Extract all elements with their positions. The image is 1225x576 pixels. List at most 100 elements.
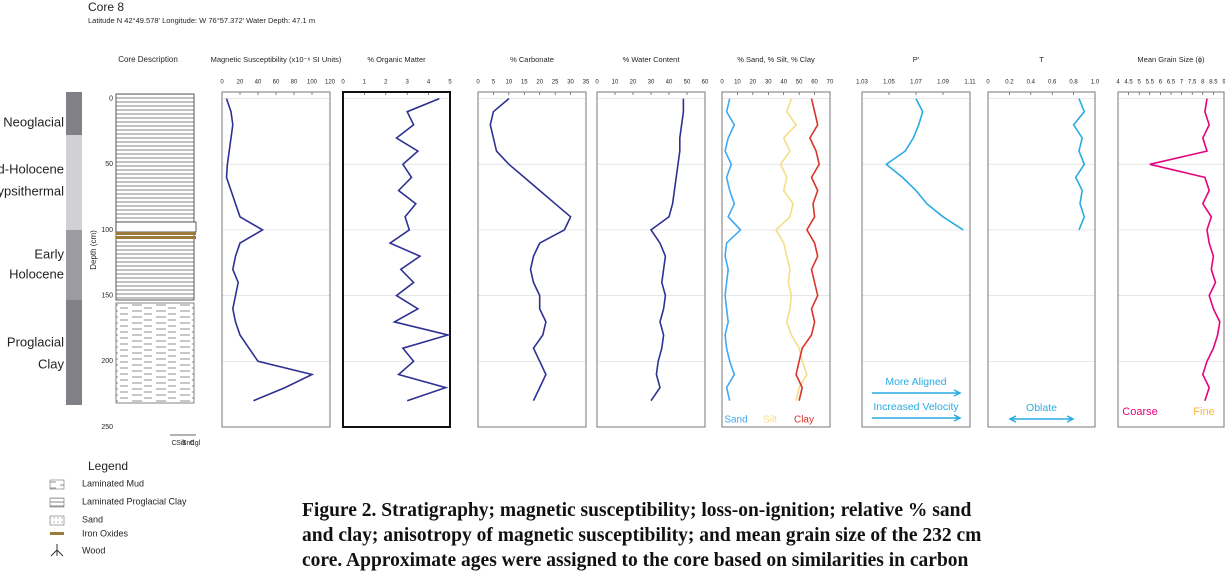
x-tick-label: 6 (1159, 80, 1163, 86)
grain-scale-label: Cgl (190, 440, 201, 447)
x-tick-label: 80 (291, 80, 298, 86)
series-line (649, 98, 685, 402)
legend-icon (50, 544, 64, 557)
zone-label: Clay (38, 356, 65, 371)
panel-frame (596, 91, 706, 428)
panel-title: % Organic Matter (367, 55, 426, 64)
caption-line: Figure 2. Stratigraphy; magnetic suscept… (302, 500, 972, 521)
x-tick-label: 40 (780, 80, 787, 86)
panel-frame (477, 91, 587, 428)
arrow (872, 389, 962, 397)
legend-icon (50, 532, 64, 535)
x-tick-label: 5 (448, 80, 452, 86)
legend-icon (49, 479, 65, 490)
legend-label: Laminated Proglacial Clay (82, 496, 187, 506)
series-label: Clay (794, 415, 814, 426)
core-iron (116, 236, 196, 239)
x-tick-label: 1.07 (910, 80, 922, 86)
panel-title: Mean Grain Size (ϕ) (1137, 55, 1205, 64)
x-tick-label: 8 (1201, 80, 1205, 86)
x-tick-label: 5.5 (1146, 80, 1155, 86)
y-tick-label: 100 (101, 227, 113, 234)
x-tick-label: 0.4 (1027, 80, 1036, 86)
x-tick-label: 0.2 (1005, 80, 1014, 86)
x-tick-label: 10 (506, 80, 513, 86)
series-line (225, 98, 315, 402)
x-tick-label: 20 (630, 80, 637, 86)
zone-label: Mid-Holocene (0, 161, 64, 176)
grain-scale-label: Silt (176, 440, 186, 447)
panel-title: Core Description (118, 55, 178, 64)
x-tick-label: 6.5 (1167, 80, 1176, 86)
x-tick-label: 35 (583, 80, 590, 86)
x-tick-label: 7.5 (1188, 80, 1197, 86)
grain-scale-label: C (171, 440, 176, 447)
x-tick-label: 0.6 (1048, 80, 1057, 86)
core-iron (116, 232, 196, 235)
x-tick-label: 0.8 (1069, 80, 1078, 86)
x-tick-label: 5 (1138, 80, 1142, 86)
core-clay (115, 93, 195, 301)
zone-bar (66, 92, 82, 135)
panel-frame (721, 91, 831, 428)
panel-title: % Water Content (623, 55, 681, 64)
core-title: Core 8 (88, 0, 124, 14)
series-line (1149, 98, 1221, 401)
core-mud (115, 302, 195, 404)
x-tick-label: 7 (1180, 80, 1184, 86)
zone-bar (66, 230, 82, 300)
x-tick-label: 20 (237, 80, 244, 86)
x-tick-label: 25 (552, 80, 559, 86)
panel-frame (987, 91, 1096, 428)
series-line (1072, 98, 1086, 231)
panel-frame (1117, 91, 1225, 428)
series-label: Silt (763, 415, 777, 426)
x-tick-label: 0 (220, 80, 224, 86)
legend-title: Legend (88, 459, 128, 473)
zone-bar (66, 135, 82, 230)
panel-title: % Sand, % Silt, % Clay (737, 55, 815, 64)
x-tick-label: 5 (492, 80, 496, 86)
x-tick-label: 8.5 (1209, 80, 1218, 86)
zone-label: Early (34, 246, 64, 261)
caption-line: core. Approximate ages were assigned to … (302, 550, 969, 571)
x-tick-label: 0 (476, 80, 480, 86)
caption-line: and clay; anisotropy of magnetic suscept… (302, 525, 982, 546)
x-tick-label: 1.11 (964, 80, 976, 86)
panel-title: P' (913, 55, 920, 64)
x-tick-label: 0 (720, 80, 724, 86)
x-tick-label: 1 (363, 80, 367, 86)
zone-label: Hypsithermal (0, 183, 64, 198)
x-tick-label: 30 (765, 80, 772, 86)
x-tick-label: 9 (1222, 80, 1225, 86)
y-tick-label: 150 (101, 292, 113, 299)
x-tick-label: 0 (595, 80, 599, 86)
x-tick-label: 20 (750, 80, 757, 86)
x-tick-label: 15 (521, 80, 528, 86)
zone-label: Proglacial (7, 334, 64, 349)
annotation: Fine (1193, 406, 1214, 418)
series-line (388, 97, 451, 402)
x-tick-label: 2 (384, 80, 388, 86)
panel-frame (342, 91, 451, 428)
annotation: Increased Velocity (873, 401, 959, 413)
x-tick-label: 20 (536, 80, 543, 86)
depth-axis-label: Depth (cm) (89, 230, 98, 270)
x-tick-label: 4.5 (1124, 80, 1133, 86)
series-line (795, 98, 821, 401)
y-tick-label: 250 (101, 424, 113, 431)
zone-label: Neoglacial (3, 114, 64, 129)
legend-label: Wood (82, 545, 105, 555)
x-tick-label: 1.09 (937, 80, 949, 86)
x-tick-label: 120 (325, 80, 336, 86)
core-sand (115, 221, 197, 233)
panel-frame (861, 91, 971, 428)
x-tick-label: 10 (612, 80, 619, 86)
series-line (774, 98, 808, 401)
x-tick-label: 30 (567, 80, 574, 86)
x-tick-label: 0 (986, 80, 990, 86)
x-tick-label: 1.05 (883, 80, 895, 86)
x-tick-label: 100 (307, 80, 318, 86)
